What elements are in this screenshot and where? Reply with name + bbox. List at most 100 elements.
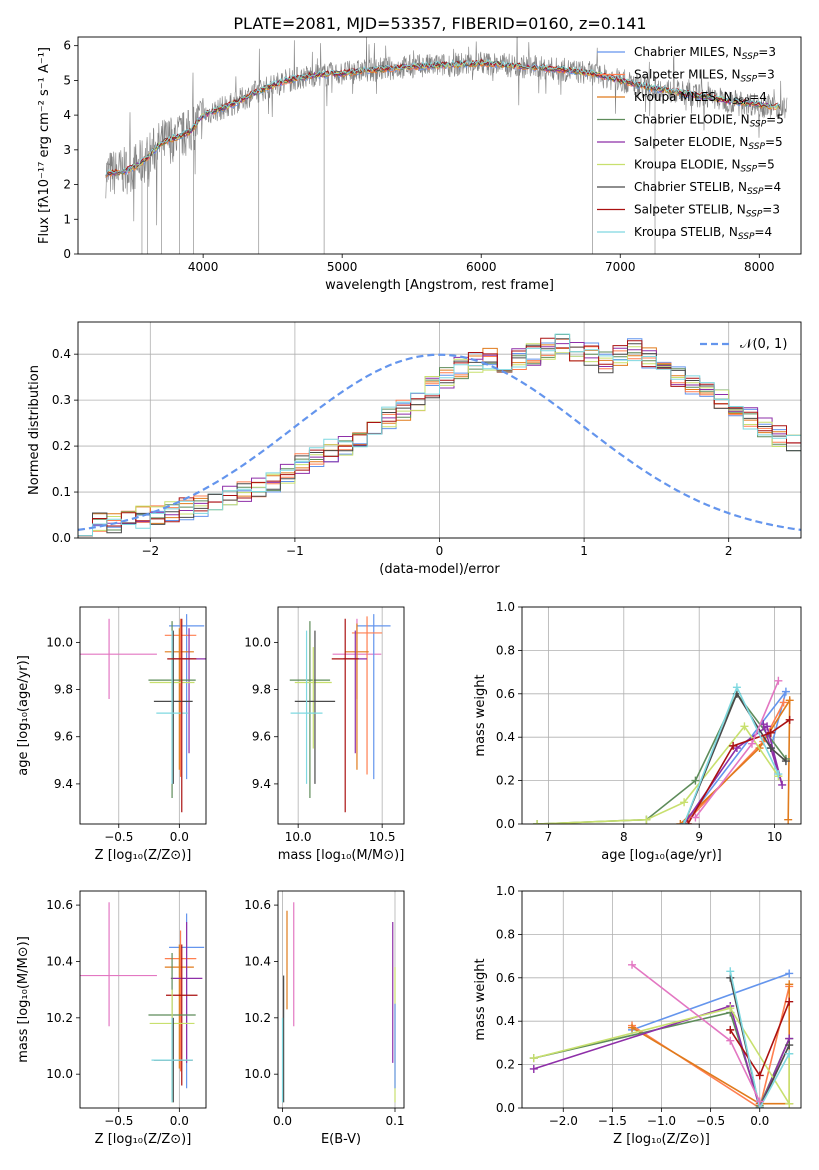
weight-marker xyxy=(766,728,775,737)
legend: Chabrier MILES, NSSP=3 Salpeter MILES, NS… xyxy=(597,45,784,242)
y-axis-label: mass [log₁₀(M/M⊙)] xyxy=(16,936,31,1063)
plot-area xyxy=(105,37,788,254)
y-tick-label: 0.4 xyxy=(496,730,515,744)
weight-marker xyxy=(628,1023,637,1032)
weight-marker xyxy=(726,1036,735,1045)
weight-marker xyxy=(691,776,700,785)
y-tick-label: 1.0 xyxy=(496,884,515,898)
weight-marker xyxy=(785,980,794,989)
x-tick-label: 2 xyxy=(725,544,733,558)
weight-marker xyxy=(766,744,775,753)
weight-marker xyxy=(683,820,692,824)
y-tick-label: 10.0 xyxy=(244,1067,271,1081)
y-tick-label: 9.4 xyxy=(252,777,271,791)
weight-marker xyxy=(680,820,689,824)
y-tick-label: 9.6 xyxy=(252,730,271,744)
x-tick-label: 10.0 xyxy=(285,830,312,844)
axes-frame xyxy=(521,606,802,825)
x-tick-label: 9 xyxy=(695,830,703,844)
y-axis-label: mass weight xyxy=(473,674,488,756)
x-tick-label: 0.0 xyxy=(170,830,189,844)
x-tick-label: 0.0 xyxy=(170,1114,189,1128)
y-tick-label: 0.6 xyxy=(496,971,515,985)
x-axis-label: Z [log₁₀(Z/Z⊙)] xyxy=(95,848,192,863)
normal-curve xyxy=(78,353,801,531)
y-tick-label: 3 xyxy=(63,143,71,157)
x-tick-label: −1.0 xyxy=(647,1114,676,1128)
y-tick-label: 10.0 xyxy=(244,635,271,649)
axes-frame xyxy=(277,606,405,825)
weight-marker xyxy=(785,1041,794,1050)
x-tick-label: 1 xyxy=(580,544,588,558)
y-tick-label: 0.0 xyxy=(496,1101,515,1115)
x-tick-label: 4000 xyxy=(188,260,219,274)
y-tick-label: 0.4 xyxy=(496,1014,515,1028)
legend-label: Salpeter ELODIE, NSSP=5 xyxy=(634,135,783,152)
plot-area xyxy=(80,614,206,813)
x-axis-label: (data-model)/error xyxy=(379,562,500,577)
axes-frame xyxy=(79,890,207,1109)
panel-weight-vs-age: 7 8 9 10 0.0 0.2 0.4 0.6 0.8 1.0 age [log₁₀(age/yr… xyxy=(473,600,802,863)
panel-mass-vs-Z: −0.5 0.0 10.0 10.2 10.4 10.6 Z [log₁₀(Z/Z⊙)] ma… xyxy=(16,890,207,1147)
weight-marker xyxy=(755,1071,764,1080)
y-tick-label: 0 xyxy=(63,247,71,261)
y-tick-label: 0.6 xyxy=(496,687,515,701)
y-tick-label: 0.8 xyxy=(496,643,515,657)
y-axis-label: mass weight xyxy=(473,958,488,1040)
y-axis-label: Flux [fλ10⁻¹⁷ erg cm⁻² s⁻¹ A⁻¹] xyxy=(37,47,52,244)
plot-area xyxy=(533,676,794,824)
y-tick-label: 10.2 xyxy=(46,1011,73,1025)
x-tick-label: 7000 xyxy=(605,260,636,274)
y-tick-label: 10.0 xyxy=(46,1067,73,1081)
weight-marker xyxy=(781,687,790,696)
y-tick-label: 4 xyxy=(63,108,71,122)
axes-frame xyxy=(521,890,802,1109)
histogram-step xyxy=(78,333,801,537)
weight-marker xyxy=(781,757,790,766)
x-tick-label: −1.5 xyxy=(598,1114,627,1128)
y-tick-label: 0.2 xyxy=(496,1058,515,1072)
weight-marker xyxy=(785,1049,794,1058)
weight-marker xyxy=(726,967,735,976)
y-tick-label: 6 xyxy=(63,39,71,53)
legend-label: Salpeter MILES, NSSP=3 xyxy=(634,68,775,85)
y-tick-label: 0.0 xyxy=(496,817,515,831)
y-axis-label: age [log₁₀(age/yr)] xyxy=(16,655,31,776)
y-tick-label: 9.8 xyxy=(54,683,73,697)
panel-mass-vs-ebv: 0.0 0.1 10.0 10.2 10.4 10.6 E(B-V) xyxy=(244,890,405,1147)
x-axis-label: wavelength [Angstrom, rest frame] xyxy=(325,278,554,293)
x-tick-label: −1 xyxy=(286,544,304,558)
weight-marker xyxy=(680,798,689,807)
plot-area xyxy=(80,902,205,1103)
y-tick-label: 0.0 xyxy=(52,531,71,545)
weight-marker xyxy=(774,770,783,779)
weight-marker xyxy=(642,815,651,824)
y-tick-label: 0.1 xyxy=(52,485,71,499)
weight-marker xyxy=(755,1097,764,1106)
weight-marker xyxy=(785,715,794,724)
y-tick-label: 1.0 xyxy=(496,600,515,614)
weight-marker xyxy=(529,1064,538,1073)
weight-marker xyxy=(533,820,542,824)
y-tick-label: 0.3 xyxy=(52,393,71,407)
x-tick-label: −2 xyxy=(141,544,159,558)
axes-frame xyxy=(277,890,405,1109)
x-axis-label: E(B-V) xyxy=(321,1132,361,1147)
legend-label: Kroupa ELODIE, NSSP=5 xyxy=(634,158,775,175)
x-tick-label: 0.0 xyxy=(750,1114,769,1128)
plot-area xyxy=(529,960,794,1108)
panels: 4000 5000 6000 7000 8000 0 1 2 3 4 5 6 wavelength [A… xyxy=(16,36,802,1147)
x-tick-label: −2.0 xyxy=(549,1114,578,1128)
weight-marker xyxy=(779,698,788,707)
weight-marker xyxy=(691,813,700,822)
x-tick-label: 0.0 xyxy=(273,1114,292,1128)
y-tick-label: 10.4 xyxy=(244,954,271,968)
weight-marker xyxy=(740,722,749,731)
panel-weight-vs-Z: −2.0 −1.5 −1.0 −0.5 0.0 0.0 0.2 0.4 0.6 0.8 1.0 Z [… xyxy=(473,884,802,1147)
weight-line xyxy=(631,972,790,1031)
x-tick-label: −0.5 xyxy=(104,830,133,844)
y-tick-label: 0.8 xyxy=(496,927,515,941)
x-tick-label: −0.5 xyxy=(104,1114,133,1128)
weight-marker xyxy=(732,683,741,692)
